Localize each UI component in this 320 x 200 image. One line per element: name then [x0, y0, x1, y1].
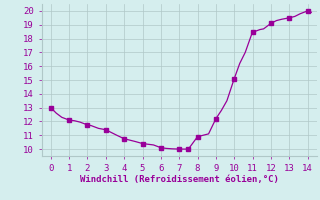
X-axis label: Windchill (Refroidissement éolien,°C): Windchill (Refroidissement éolien,°C) — [80, 175, 279, 184]
